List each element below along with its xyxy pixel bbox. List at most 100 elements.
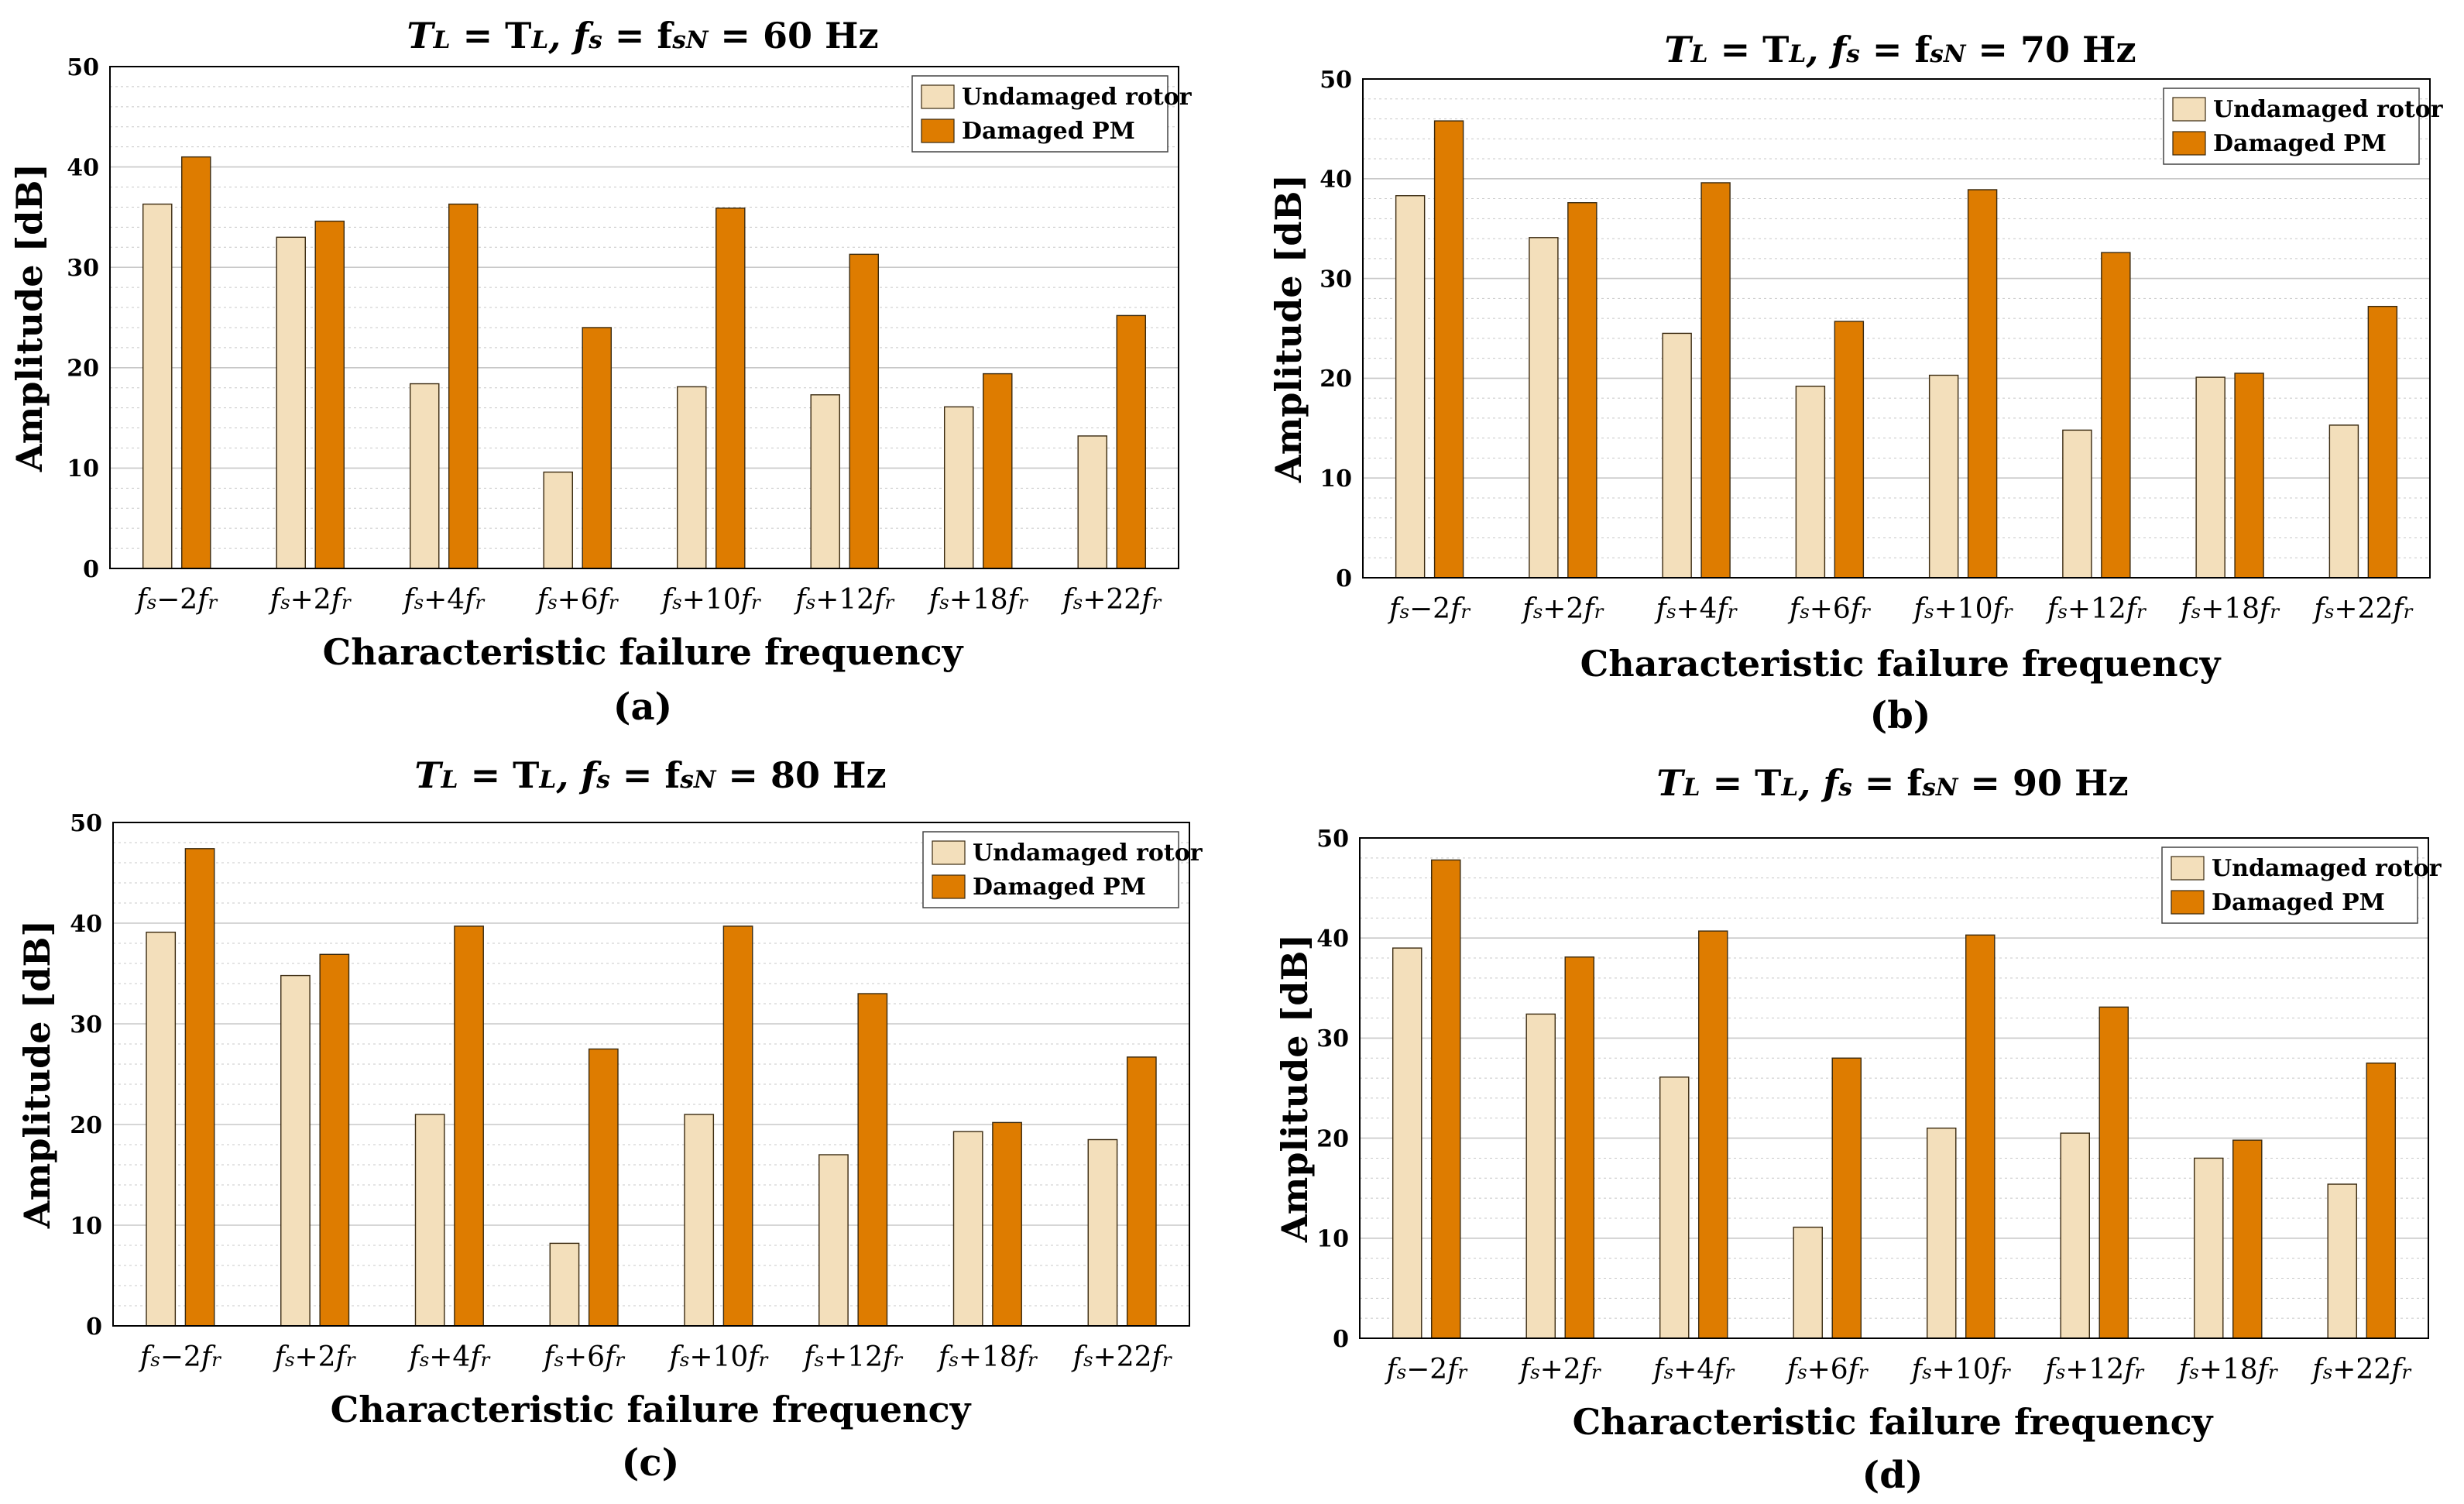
legend-label: Undamaged rotor — [2213, 96, 2444, 123]
y-tick-label: 50 — [1320, 67, 1352, 94]
legend-label: Damaged PM — [973, 874, 1146, 901]
bar-damaged-0 — [184, 848, 215, 1327]
legend-label: Damaged PM — [962, 118, 1135, 145]
bar-undamaged-2 — [1662, 332, 1692, 579]
axes-frame — [112, 822, 1190, 1327]
y-tick-label: 30 — [1316, 1025, 1349, 1052]
x-tick-label: fs+6fr — [1785, 1354, 1869, 1386]
bar-damaged-1 — [314, 220, 345, 569]
x-tick-label: fs+4fr — [401, 584, 485, 616]
bar-damaged-0 — [181, 156, 211, 569]
x-tick-label: fs+10fr — [1912, 593, 2013, 625]
bar-undamaged-6 — [952, 1131, 983, 1327]
bar-damaged-3 — [1834, 321, 1865, 579]
bar-damaged-5 — [849, 253, 880, 569]
legend-label: Damaged PM — [2213, 130, 2387, 157]
y-tick-label: 10 — [1316, 1226, 1349, 1253]
x-tick-label: fs+18fr — [927, 584, 1028, 616]
chart-title: TL = TL, fs = fsN = 60 Hz — [407, 15, 878, 57]
y-tick-label: 30 — [1320, 266, 1352, 293]
y-tick-label: 50 — [70, 810, 102, 837]
y-tick-label: 20 — [67, 355, 99, 383]
bar-undamaged-1 — [1529, 237, 1559, 579]
x-tick-label: fs+2fr — [273, 1341, 356, 1373]
y-tick-label: 30 — [67, 255, 99, 282]
legend-label: Undamaged rotor — [962, 84, 1193, 111]
legend-box — [911, 75, 1169, 153]
x-axis-label: Characteristic failure frequency — [323, 631, 964, 673]
legend-swatch-damaged — [2171, 890, 2205, 915]
bar-damaged-4 — [716, 208, 746, 569]
chart-panel-a: 0 10 20 30 40 50 fs−2fr fs+2fr fs+4fr fs+6fr fs+10… — [9, 15, 1193, 729]
x-tick-label: fs+12fr — [2043, 1354, 2144, 1386]
bar-undamaged-1 — [1525, 1013, 1556, 1339]
bar-damaged-4 — [722, 925, 753, 1327]
panel-label: (b) — [1870, 694, 1931, 737]
chart-panel-c: 0 10 20 30 40 50 fs−2fr fs+2fr fs+4fr fs+6fr fs+10… — [16, 754, 1203, 1485]
y-tick-label: 50 — [67, 54, 99, 81]
bar-undamaged-5 — [818, 1154, 849, 1327]
bar-damaged-7 — [1126, 1056, 1157, 1327]
legend-box — [922, 831, 1179, 908]
y-tick-label: 30 — [70, 1011, 102, 1039]
bar-undamaged-4 — [676, 386, 707, 569]
bar-damaged-0 — [1431, 859, 1461, 1339]
bar-damaged-1 — [319, 953, 350, 1327]
bar-damaged-6 — [992, 1121, 1022, 1327]
x-tick-label: fs+22fr — [2310, 1354, 2411, 1386]
y-tick-label: 10 — [70, 1213, 102, 1240]
y-axis-label: Amplitude [dB] — [1274, 934, 1316, 1243]
bar-damaged-5 — [857, 993, 888, 1327]
legend-box — [2161, 846, 2418, 924]
bar-undamaged-6 — [2193, 1157, 2224, 1339]
bar-damaged-3 — [1831, 1057, 1862, 1339]
x-tick-label: fs+22fr — [2311, 593, 2413, 625]
legend-label: Undamaged rotor — [2212, 855, 2442, 882]
bar-undamaged-7 — [2328, 424, 2359, 579]
bar-damaged-4 — [1965, 934, 1996, 1339]
panel-label: (a) — [613, 685, 673, 729]
bar-undamaged-2 — [414, 1114, 445, 1327]
bar-undamaged-1 — [280, 974, 311, 1327]
legend-label: Undamaged rotor — [973, 840, 1203, 867]
y-tick-label: 40 — [70, 911, 102, 938]
y-tick-label: 10 — [67, 455, 99, 482]
x-tick-label: fs+4fr — [1651, 1354, 1735, 1386]
y-axis-label: Amplitude [dB] — [16, 920, 58, 1229]
bar-undamaged-5 — [810, 394, 840, 569]
x-tick-label: fs+2fr — [1518, 1354, 1601, 1386]
axes-frame — [109, 66, 1179, 569]
bar-damaged-4 — [1967, 189, 1998, 579]
legend-box — [2163, 88, 2420, 165]
x-tick-label: fs+10fr — [1910, 1354, 2011, 1386]
chart-title: TL = TL, fs = fsN = 70 Hz — [1664, 29, 2136, 70]
x-tick-label: fs+12fr — [801, 1341, 903, 1373]
bar-damaged-5 — [2099, 1006, 2129, 1339]
y-axis-label: Amplitude [dB] — [1268, 174, 1309, 483]
bar-damaged-7 — [2366, 1062, 2397, 1339]
bar-undamaged-4 — [1928, 374, 1959, 579]
x-tick-label: fs+4fr — [407, 1341, 490, 1373]
bar-undamaged-3 — [549, 1242, 580, 1327]
x-tick-label: fs+10fr — [667, 1341, 768, 1373]
bar-undamaged-5 — [2062, 429, 2092, 579]
bar-damaged-2 — [448, 203, 479, 569]
y-axis-label: Amplitude [dB] — [9, 163, 50, 472]
bar-undamaged-0 — [1395, 194, 1426, 579]
x-tick-label: fs+22fr — [1060, 584, 1162, 616]
bar-damaged-6 — [2232, 1139, 2263, 1339]
y-tick-label: 20 — [70, 1112, 102, 1139]
x-tick-label: fs+6fr — [1787, 593, 1871, 625]
bar-undamaged-1 — [276, 236, 306, 569]
x-tick-label: fs−2fr — [1384, 1354, 1467, 1386]
y-tick-label: 0 — [86, 1313, 102, 1341]
y-tick-label: 10 — [1320, 465, 1352, 493]
y-tick-label: 20 — [1320, 366, 1352, 393]
bar-undamaged-0 — [142, 203, 173, 569]
bar-undamaged-2 — [1659, 1076, 1690, 1339]
panel-label: (d) — [1862, 1454, 1923, 1497]
bar-undamaged-6 — [943, 406, 974, 569]
y-tick-label: 20 — [1316, 1125, 1349, 1152]
bar-undamaged-3 — [543, 471, 573, 569]
